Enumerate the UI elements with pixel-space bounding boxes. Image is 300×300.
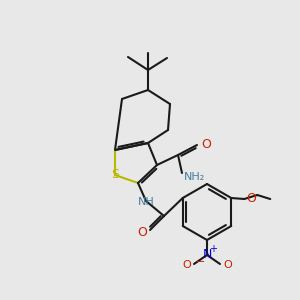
Text: O: O (246, 191, 256, 205)
Text: O: O (223, 260, 232, 270)
Text: S: S (111, 169, 119, 182)
Text: O: O (182, 260, 191, 270)
Text: NH: NH (138, 197, 154, 207)
Text: N: N (202, 248, 212, 262)
Text: −: − (196, 257, 206, 267)
Text: NH₂: NH₂ (184, 172, 205, 182)
Text: O: O (201, 139, 211, 152)
Text: +: + (209, 244, 217, 254)
Text: O: O (137, 226, 147, 238)
